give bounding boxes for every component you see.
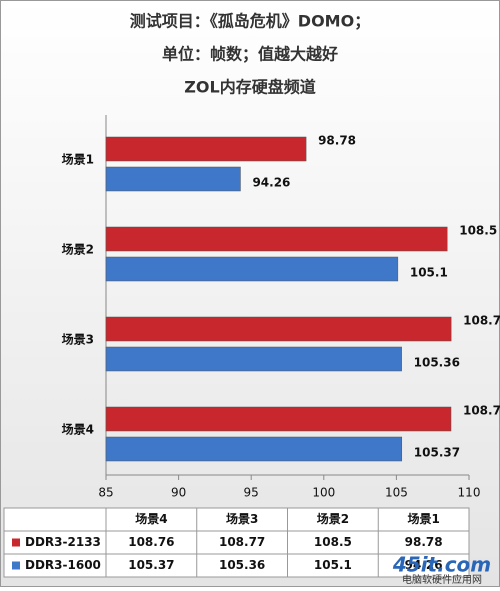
bar	[105, 226, 448, 252]
value-label: 105.1	[410, 266, 448, 280]
title-line: 单位：帧数；值越大越好	[162, 45, 338, 64]
table-cell: 105.37	[128, 558, 174, 572]
table-cell: 108.77	[219, 535, 265, 549]
value-label: 94.26	[252, 176, 290, 190]
x-tick-label: 90	[171, 486, 186, 500]
bar	[105, 406, 452, 432]
legend-label: DDR3-2133	[25, 535, 101, 549]
table-cell: 105.1	[314, 558, 352, 572]
table-cell: 94.26	[405, 558, 443, 572]
title-line: 测试项目：《孤岛危机》DOMO；	[130, 12, 370, 31]
y-tick-label: 场景1	[62, 153, 94, 167]
value-label: 108.77	[463, 314, 500, 328]
x-tick-label: 110	[458, 486, 481, 500]
legend-swatch	[12, 538, 20, 547]
bar	[105, 136, 307, 162]
y-tick-label: 场景2	[62, 243, 94, 257]
value-label: 108.76	[463, 404, 500, 418]
x-tick-label: 95	[244, 486, 259, 500]
y-tick-label: 场景4	[62, 423, 94, 437]
legend-label: DDR3-1600	[25, 558, 101, 572]
x-tick-label: 105	[385, 486, 408, 500]
legend-swatch	[12, 561, 20, 570]
value-label: 108.5	[459, 224, 497, 238]
bar	[105, 256, 399, 282]
watermark: 电脑软硬件应用网	[402, 573, 482, 586]
table-cell: 105.36	[219, 558, 265, 572]
title-line: ZOL内存硬盘频道	[184, 78, 315, 97]
table-header: 场景1	[407, 512, 439, 526]
value-label: 105.36	[414, 356, 460, 370]
table-header: 场景2	[317, 512, 349, 526]
table	[3, 507, 470, 578]
bar	[105, 346, 402, 372]
x-tick-label: 85	[98, 486, 113, 500]
value-label: 105.37	[414, 446, 460, 460]
bar	[105, 316, 452, 342]
bar	[105, 436, 403, 462]
bar	[105, 166, 241, 192]
value-label: 98.78	[318, 134, 356, 148]
table-cell: 108.5	[314, 535, 352, 549]
y-tick-label: 场景3	[62, 333, 94, 347]
table-cell: 108.76	[128, 535, 174, 549]
table-cell: 98.78	[405, 535, 443, 549]
table-header: 场景3	[226, 512, 258, 526]
table-header: 场景4	[135, 512, 167, 526]
watermark: 45it.com	[392, 553, 491, 577]
x-tick-label: 100	[312, 486, 335, 500]
